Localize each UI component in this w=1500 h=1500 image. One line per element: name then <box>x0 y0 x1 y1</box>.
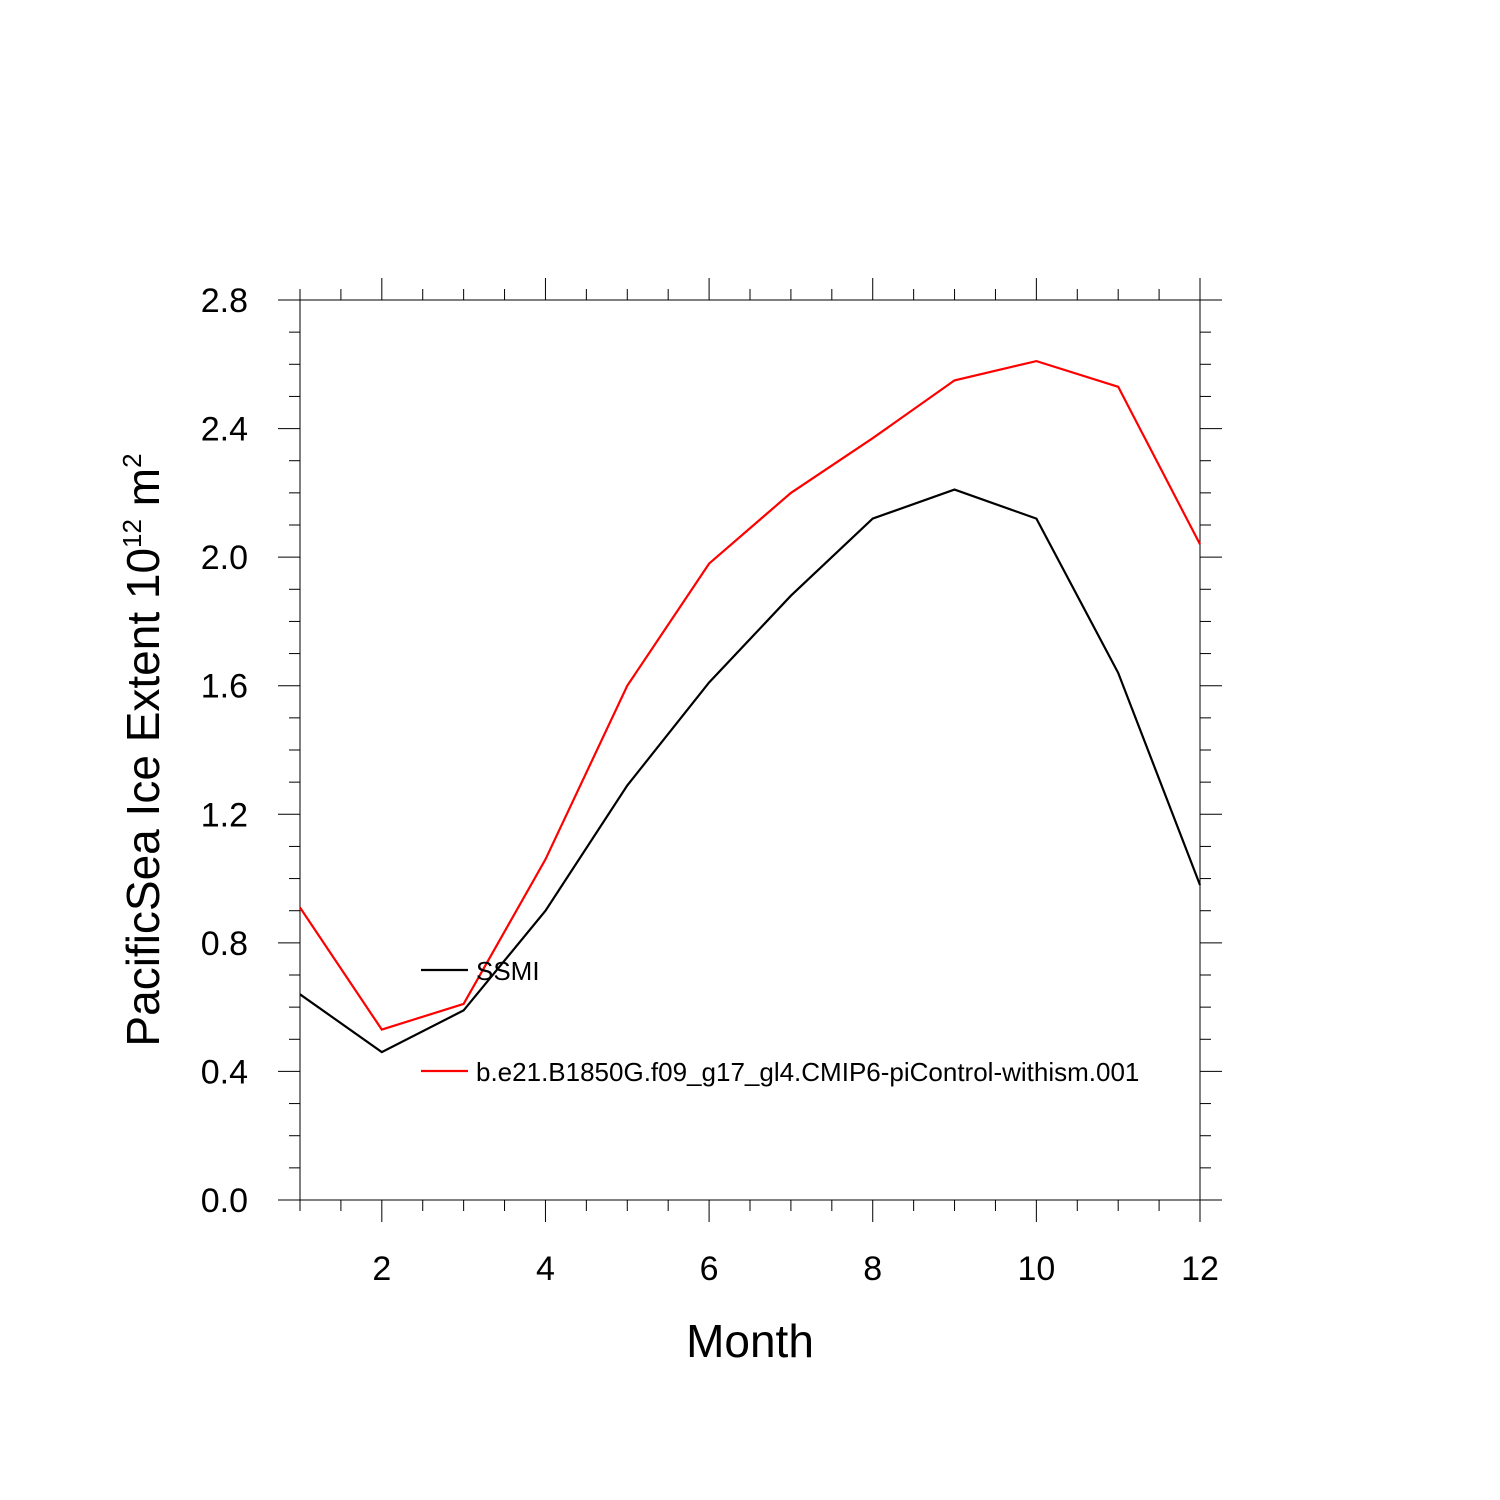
y-tick-label: 1.2 <box>201 796 248 834</box>
series-line-1 <box>299 488 1202 1054</box>
y-axis-title-exponent: 12 <box>117 519 147 548</box>
y-tick-label: 2.4 <box>201 411 248 449</box>
x-axis-title: Month <box>686 1315 814 1367</box>
y-axis-title-unit: m <box>117 468 169 519</box>
y-axis-title: PacificSea Ice Extent 1012 m2 <box>117 453 169 1046</box>
x-tick-label: 6 <box>700 1250 719 1288</box>
axes: 2 4 6 8 10 12 0.0 0.4 0.8 1.2 1.6 2.0 2.4 2.8 <box>201 278 1222 1288</box>
y-tick-label: 1.6 <box>201 668 248 706</box>
x-tick-label: 8 <box>863 1250 882 1288</box>
y-tick-label: 0.8 <box>201 925 248 963</box>
series-lines <box>299 359 1202 1054</box>
legend: SSMI b.e21.B1850G.f09_g17_gl4.CMIP6-piCon… <box>421 956 1139 1087</box>
x-tick-label: 2 <box>372 1250 391 1288</box>
x-tick-label: 4 <box>536 1250 555 1288</box>
x-tick-label: 10 <box>1017 1250 1055 1288</box>
y-tick-label: 2.0 <box>201 539 248 577</box>
legend-label-2: b.e21.B1850G.f09_g17_gl4.CMIP6-piControl… <box>476 1057 1139 1087</box>
y-axis-title-unit-exponent: 2 <box>117 453 147 467</box>
y-axis-title-prefix: PacificSea Ice Extent 10 <box>117 548 169 1047</box>
y-tick-label: 0.4 <box>201 1053 248 1091</box>
series-line-2 <box>299 359 1201 1031</box>
x-tick-label: 12 <box>1181 1250 1219 1288</box>
y-tick-label: 2.8 <box>201 282 248 320</box>
legend-label-1: SSMI <box>476 956 540 986</box>
y-tick-label: 0.0 <box>201 1182 248 1220</box>
